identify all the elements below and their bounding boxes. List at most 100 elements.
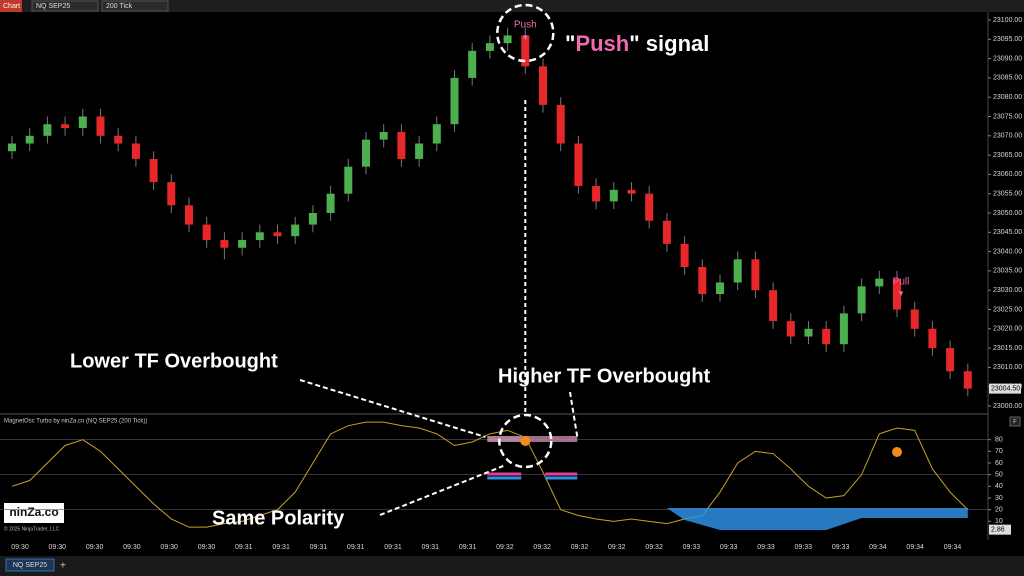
y-tick-label: 40 <box>995 483 1003 490</box>
y-tick-label: 23025.00 <box>993 306 1022 313</box>
arrow <box>379 465 504 516</box>
y-tick-label: 23070.00 <box>993 133 1022 140</box>
candle-body <box>574 143 583 186</box>
panel-button[interactable] <box>1009 416 1021 427</box>
candle-body <box>185 205 193 225</box>
highlight-circle <box>498 413 553 469</box>
candle-body <box>25 135 34 144</box>
candle-body <box>733 259 742 283</box>
y-tick-label: 23060.00 <box>993 171 1022 178</box>
interval[interactable]: 200 Tick <box>106 3 133 10</box>
signal-caption-part: Push <box>575 31 629 56</box>
candle-body <box>910 309 919 329</box>
candle-body <box>751 259 760 291</box>
lower-tf-zone <box>487 436 522 442</box>
time-label: 09:32 <box>571 544 589 551</box>
time-label: 09:31 <box>347 544 365 551</box>
time-label: 09:34 <box>906 544 924 551</box>
add-tab[interactable]: + <box>60 561 66 572</box>
y-tick-label: 23010.00 <box>993 364 1022 371</box>
y-tick-label: 23040.00 <box>993 248 1022 255</box>
candle-body <box>680 243 689 268</box>
candle-body <box>397 131 406 159</box>
time-label: 09:30 <box>160 544 178 551</box>
time-label: 09:33 <box>832 544 850 551</box>
y-tick-label: 60 <box>995 460 1003 467</box>
signal-caption-part: " signal <box>629 31 709 56</box>
y-tick-label: 23080.00 <box>993 94 1022 101</box>
lower-tf-label: Lower TF Overbought <box>70 350 278 372</box>
time-label: 09:33 <box>720 544 738 551</box>
candle-body <box>149 158 158 183</box>
candle-body <box>857 286 866 314</box>
logo: ninZa.co <box>9 505 58 519</box>
candle-body <box>627 189 636 194</box>
candle-body <box>167 182 176 206</box>
candle-body <box>255 232 264 241</box>
logo-bg <box>4 503 64 523</box>
time-label: 09:30 <box>11 544 29 551</box>
y-tick-label: 23085.00 <box>993 75 1022 82</box>
panel-button-label[interactable]: F <box>1013 420 1017 426</box>
candle-body <box>362 139 370 167</box>
time-label: 09:34 <box>944 544 962 551</box>
candle-body <box>432 124 441 144</box>
tab-bg[interactable] <box>0 0 22 12</box>
y-tick-label: 20 <box>995 507 1003 514</box>
candle-body <box>769 290 778 322</box>
time-label: 09:31 <box>422 544 440 551</box>
y-tick-label: 30 <box>995 495 1003 502</box>
current-box <box>989 524 1011 535</box>
candle-body <box>716 282 724 295</box>
y-tick-label: 23020.00 <box>993 326 1022 333</box>
candle-body <box>8 143 16 152</box>
candle-body <box>344 166 353 194</box>
signal-dot <box>892 447 902 457</box>
candle-body <box>238 240 247 248</box>
tab[interactable]: Chart <box>3 3 20 10</box>
toolbar <box>0 0 1024 12</box>
signal-caption: "Push" signal <box>565 31 709 56</box>
candle-body <box>539 66 547 105</box>
candle-body <box>521 35 530 67</box>
y-tick-label: 23090.00 <box>993 55 1022 62</box>
candle-body <box>220 240 229 248</box>
y-tick-label: 23050.00 <box>993 210 1022 217</box>
y-tick-label: 23055.00 <box>993 191 1022 198</box>
bottom-bar <box>0 556 1024 576</box>
candle-body <box>645 193 654 221</box>
time-label: 09:32 <box>608 544 626 551</box>
candle-body <box>609 189 618 202</box>
bottom-tab-bg[interactable] <box>5 558 55 572</box>
candle-body <box>202 224 211 241</box>
time-label: 09:31 <box>272 544 290 551</box>
instrument-box[interactable] <box>31 0 99 12</box>
pull-label: Pull <box>893 277 910 288</box>
candle-body <box>450 77 459 125</box>
time-label: 09:32 <box>645 544 663 551</box>
time-label: 09:31 <box>459 544 477 551</box>
candle-body <box>468 50 477 78</box>
time-label: 09:30 <box>198 544 216 551</box>
candle-body <box>43 124 52 136</box>
copyright: © 2025 NinjaTrader, LLC <box>4 525 60 532</box>
y-tick-label: 23100.00 <box>993 17 1022 24</box>
signal-dot <box>520 436 531 446</box>
candle-body <box>928 328 937 349</box>
candle-body <box>662 220 671 244</box>
time-label: 09:32 <box>533 544 551 551</box>
candle-body <box>96 116 105 136</box>
last-price: 23004.50 <box>991 385 1020 392</box>
time-label: 09:31 <box>384 544 402 551</box>
push-label: Push <box>514 20 537 31</box>
bottom-tab[interactable]: NQ SEP25 <box>13 562 47 569</box>
candle-body <box>61 124 70 129</box>
interval-box[interactable] <box>101 0 169 12</box>
instrument[interactable]: NQ SEP25 <box>36 3 70 10</box>
time-label: 09:34 <box>869 544 887 551</box>
candle-body <box>326 193 335 213</box>
higher-tf-label: Higher TF Overbought <box>498 365 711 387</box>
candle-body <box>839 313 848 345</box>
